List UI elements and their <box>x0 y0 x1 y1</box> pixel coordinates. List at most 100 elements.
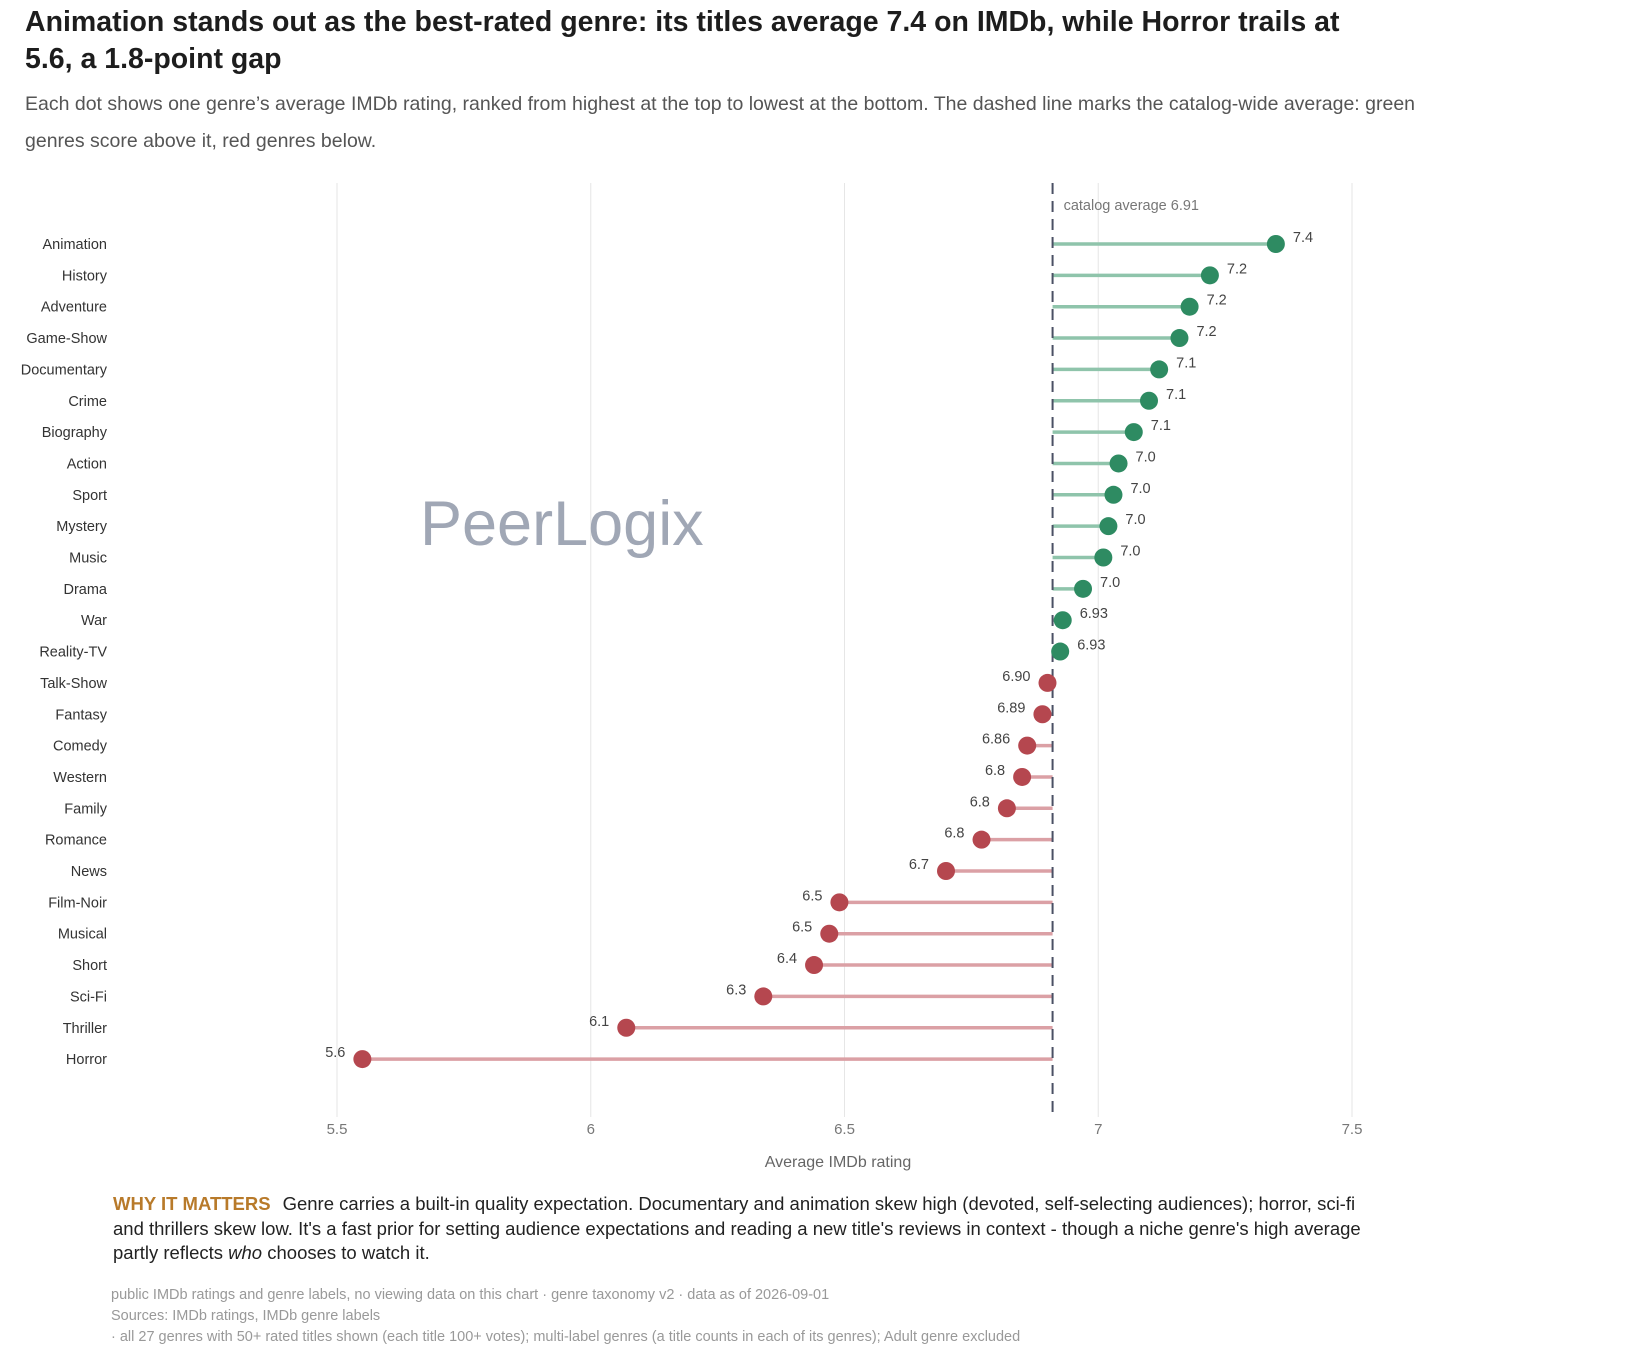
genre-label: Romance <box>45 833 107 849</box>
genre-label: Adventure <box>41 300 107 316</box>
why-it-matters-emphasis: who <box>228 1242 263 1263</box>
lollipop-dot <box>1018 736 1037 755</box>
x-axis-label: Average IMDb rating <box>765 1154 911 1171</box>
genre-label: Talk-Show <box>40 676 107 692</box>
lollipop-dots <box>353 235 1285 1069</box>
lollipop-dot <box>617 1018 636 1037</box>
lollipop-dot <box>1170 329 1189 348</box>
lollipop-stems <box>362 242 1276 1061</box>
value-label: 7.2 <box>1207 293 1227 309</box>
lollipop-dot <box>1109 454 1128 473</box>
value-label: 6.8 <box>970 794 990 810</box>
genre-label: Music <box>69 551 107 567</box>
value-label: 6.89 <box>997 700 1025 716</box>
value-label: 6.3 <box>726 982 746 998</box>
catalog-average: catalog average 6.91 <box>1051 183 1199 1117</box>
genre-label: Game-Show <box>26 331 107 347</box>
genre-label: Action <box>67 456 107 472</box>
value-label: 7.0 <box>1120 544 1140 560</box>
value-label: 6.93 <box>1080 606 1108 622</box>
lollipop-chart: PeerLogix catalog average 6.91 7.47.27.2… <box>21 183 1363 1171</box>
lollipop-dot <box>972 830 991 849</box>
genre-label: Family <box>64 801 107 817</box>
lollipop-dot <box>830 893 849 912</box>
genre-label: Short <box>72 958 107 974</box>
lollipop-dot <box>1180 297 1199 316</box>
genre-label: Animation <box>43 237 107 253</box>
genre-labels: Animation History Adventure Game-Show Docume… <box>21 237 108 1068</box>
genre-label: Fantasy <box>55 707 107 723</box>
value-label: 7.1 <box>1151 418 1171 434</box>
genre-label: Biography <box>42 425 108 441</box>
value-label: 7.2 <box>1227 261 1247 277</box>
lollipop-dot <box>997 799 1016 818</box>
value-label: 6.7 <box>909 857 929 873</box>
lollipop-dot <box>1033 705 1052 724</box>
lollipop-dot <box>805 956 824 975</box>
x-tick-label: 5.5 <box>327 1121 348 1138</box>
genre-label: Crime <box>68 394 107 410</box>
chart-title: Animation stands out as the best-rated g… <box>25 6 1340 75</box>
x-tick-label: 6.5 <box>834 1121 855 1138</box>
value-label: 6.5 <box>792 920 812 936</box>
genre-label: History <box>62 268 108 284</box>
value-label: 6.1 <box>589 1014 609 1030</box>
watermark: PeerLogix <box>420 489 704 559</box>
lollipop-dot <box>1038 673 1057 692</box>
value-label: 7.0 <box>1100 575 1120 591</box>
value-label: 6.8 <box>985 763 1005 779</box>
x-tick-label: 7.5 <box>1342 1121 1363 1138</box>
genre-label: War <box>81 613 107 629</box>
value-label: 7.4 <box>1293 230 1313 246</box>
value-label: 7.1 <box>1176 355 1196 371</box>
lollipop-dot <box>1124 423 1143 442</box>
footnote-data: public IMDb ratings and genre labels, no… <box>111 1287 830 1303</box>
lollipop-dot <box>1200 266 1219 285</box>
lollipop-dot <box>353 1050 372 1069</box>
lollipop-dot <box>1013 767 1032 786</box>
lollipop-dot <box>1053 611 1072 630</box>
lollipop-dot <box>1140 391 1158 410</box>
value-label: 7.2 <box>1196 324 1216 340</box>
value-labels: 7.47.27.27.27.17.17.17.07.07.07.07.06.93… <box>325 230 1313 1061</box>
genre-label: Horror <box>66 1052 107 1068</box>
value-label: 6.5 <box>802 888 822 904</box>
lollipop-dot <box>1099 517 1118 536</box>
genre-label: Western <box>53 770 107 786</box>
value-label: 6.8 <box>944 826 964 842</box>
lollipop-dot <box>1150 360 1169 379</box>
lollipop-dot <box>1094 548 1113 567</box>
value-label: 6.86 <box>982 732 1010 748</box>
why-it-matters: WHY IT MATTERS Genre carries a built-in q… <box>113 1192 1373 1266</box>
value-label: 6.4 <box>777 951 797 967</box>
lollipop-dot <box>937 862 955 880</box>
x-tick-labels: 5.5 6 6.5 7 7.5 <box>327 1121 1363 1138</box>
genre-label: Sport <box>72 488 107 504</box>
genre-label: Sci-Fi <box>70 989 107 1005</box>
why-it-matters-text: Genre carries a built-in quality expecta… <box>113 1193 1361 1263</box>
genre-label: Mystery <box>56 519 108 535</box>
genre-label: Drama <box>63 582 107 598</box>
footnote-scope: · all 27 genres with 50+ rated titles sh… <box>111 1329 1021 1345</box>
value-label: 7.0 <box>1125 512 1145 528</box>
lollipop-dot <box>1074 579 1093 598</box>
value-label: 7.0 <box>1136 449 1156 465</box>
value-label: 7.0 <box>1130 481 1150 497</box>
lollipop-dot <box>1266 235 1285 253</box>
genre-label: Documentary <box>21 362 108 378</box>
value-label: 7.1 <box>1166 387 1186 403</box>
value-label: 6.93 <box>1077 638 1105 654</box>
footnote-sources: Sources: IMDb ratings, IMDb genre labels <box>111 1308 381 1324</box>
why-it-matters-label: WHY IT MATTERS <box>113 1193 271 1214</box>
lollipop-dot <box>1104 485 1123 504</box>
average-label: catalog average 6.91 <box>1064 198 1199 214</box>
lollipop-dot <box>1051 642 1070 661</box>
genre-label: News <box>71 864 107 880</box>
value-label: 5.6 <box>325 1045 345 1061</box>
value-label: 6.90 <box>1002 669 1030 685</box>
genre-label: Comedy <box>53 739 108 755</box>
genre-label: Reality-TV <box>39 645 107 661</box>
lollipop-dot <box>820 924 839 943</box>
genre-label: Thriller <box>63 1021 107 1037</box>
lollipop-dot <box>754 987 773 1006</box>
